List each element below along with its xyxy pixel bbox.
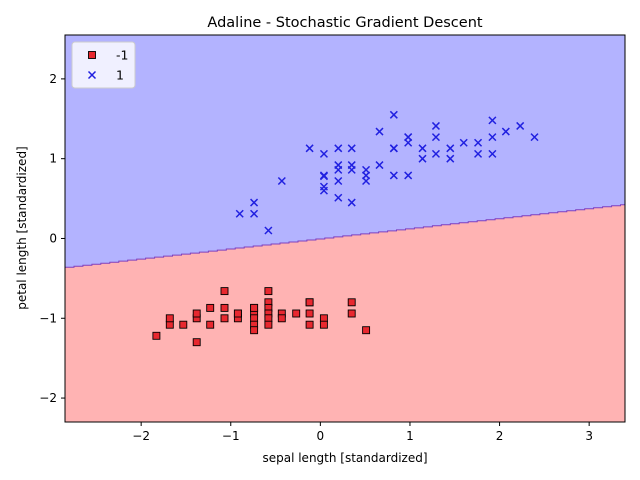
- point-class-neg1: [165, 320, 174, 329]
- point-class-neg1: [179, 320, 188, 329]
- point-class-1: [474, 138, 483, 147]
- point-class-neg1: [347, 309, 356, 318]
- point-class-neg1: [292, 309, 301, 318]
- legend-marker-1: [87, 70, 97, 80]
- point-class-1: [334, 193, 343, 202]
- point-class-1: [418, 144, 427, 153]
- point-class-1: [488, 133, 497, 142]
- point-class-1: [516, 121, 525, 130]
- point-class-1: [459, 138, 468, 147]
- point-class-neg1: [192, 338, 201, 347]
- point-class-neg1: [347, 298, 356, 307]
- point-class-1: [319, 186, 328, 195]
- point-class-1: [347, 144, 356, 153]
- point-class-1: [404, 171, 413, 180]
- x-tick-label: 1: [406, 429, 414, 443]
- point-class-neg1: [264, 320, 273, 329]
- y-tick-label: 2: [49, 72, 57, 86]
- point-class-1: [277, 176, 286, 186]
- point-class-1: [319, 149, 328, 158]
- point-class-1: [501, 127, 510, 136]
- point-class-neg1: [305, 298, 314, 307]
- x-tick-label: −1: [222, 429, 240, 443]
- point-class-neg1: [220, 287, 229, 296]
- point-class-1: [488, 116, 497, 125]
- point-class-neg1: [220, 314, 229, 323]
- point-class-neg1: [165, 314, 174, 323]
- x-tick-label: 0: [317, 429, 325, 443]
- point-class-1: [305, 144, 314, 153]
- point-class-neg1: [319, 320, 328, 329]
- point-class-neg1: [220, 303, 229, 312]
- point-class-1: [431, 121, 440, 130]
- x-axis-label: sepal length [standardized]: [262, 451, 427, 465]
- y-tick-label: 1: [49, 152, 57, 166]
- point-class-1: [264, 226, 273, 235]
- plot-frame: [64, 34, 626, 423]
- y-axis-label: petal length [standardized]: [15, 146, 29, 310]
- point-class-1: [446, 144, 455, 153]
- point-class-1: [334, 161, 343, 170]
- point-class-1: [488, 149, 497, 158]
- point-class-neg1: [192, 309, 201, 318]
- x-tick-label: 2: [496, 429, 504, 443]
- point-class-1: [431, 133, 440, 142]
- point-class-neg1: [305, 309, 314, 318]
- point-class-neg1: [305, 320, 314, 329]
- region-class-neg1: [65, 204, 625, 422]
- point-class-1: [334, 144, 343, 153]
- legend-label: -1: [116, 48, 128, 63]
- point-class-neg1: [250, 326, 259, 335]
- legend-label: 1: [116, 68, 124, 83]
- x-tick-label: −2: [132, 429, 150, 443]
- point-class-1: [375, 161, 384, 170]
- legend-marker-neg1: [88, 51, 96, 59]
- point-class-1: [334, 176, 343, 186]
- point-class-neg1: [233, 309, 242, 318]
- point-class-neg1: [319, 314, 328, 323]
- y-tick-label: −1: [39, 311, 57, 325]
- chart-title: Adaline - Stochastic Gradient Descent: [207, 15, 482, 31]
- point-class-1: [431, 149, 440, 158]
- y-axis: −2 −1 0 1 2: [39, 72, 65, 405]
- point-class-1: [235, 209, 244, 218]
- decision-boundary-line: [65, 204, 625, 268]
- point-class-1: [389, 110, 398, 119]
- point-class-neg1: [152, 331, 161, 340]
- y-tick-label: −2: [39, 391, 57, 405]
- point-class-neg1: [250, 303, 259, 312]
- decision-regions: [65, 35, 625, 422]
- point-class-1: [375, 127, 384, 136]
- x-axis: −2 −1 0 1 2 3: [132, 422, 593, 443]
- point-class-neg1: [206, 320, 215, 329]
- point-class-1: [446, 154, 455, 163]
- point-class-1: [347, 161, 356, 170]
- point-class-1: [389, 144, 398, 153]
- point-class-1: [250, 209, 259, 218]
- point-class-neg1: [264, 287, 273, 296]
- point-class-neg1: [264, 314, 273, 323]
- point-class-1: [404, 133, 413, 142]
- point-class-1: [250, 198, 259, 207]
- point-class-1: [389, 171, 398, 180]
- point-class-1: [474, 149, 483, 158]
- point-class-neg1: [206, 303, 215, 312]
- point-class-1: [418, 154, 427, 163]
- point-class-neg1: [277, 314, 286, 323]
- data-points: [152, 110, 539, 347]
- legend-box: [71, 41, 136, 89]
- point-class-1: [347, 198, 356, 207]
- legend: -11: [71, 41, 136, 89]
- x-tick-label: 3: [585, 429, 593, 443]
- point-class-neg1: [362, 326, 371, 335]
- y-tick-label: 0: [49, 231, 57, 245]
- point-class-neg1: [250, 314, 259, 323]
- point-class-1: [530, 133, 539, 142]
- point-class-1: [319, 172, 328, 181]
- point-class-1: [362, 165, 371, 174]
